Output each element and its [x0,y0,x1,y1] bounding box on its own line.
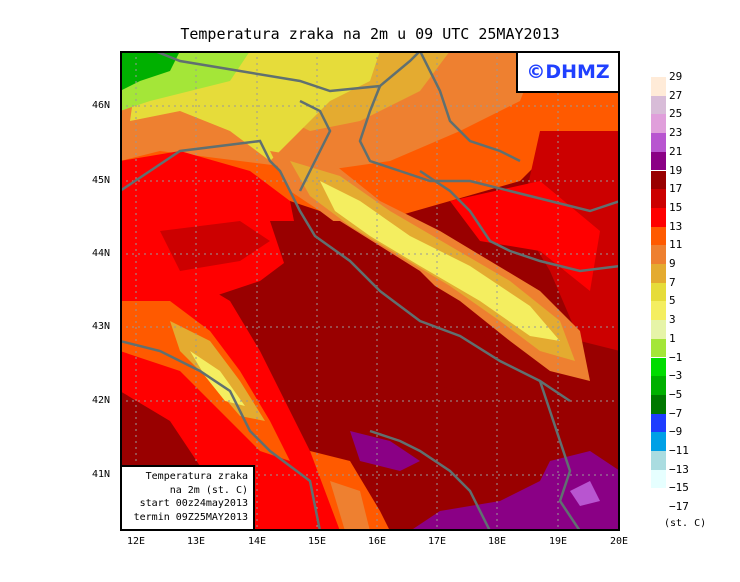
lon-label: 18E [487,536,507,547]
legend-color-box [651,338,666,358]
legend-label: 11 [669,238,683,252]
legend-label: 17 [669,182,683,196]
lat-label: 42N [92,395,111,406]
lon-label: 19E [548,536,568,547]
legend-label: 5 [669,294,676,308]
legend-color-box [651,469,666,489]
lon-label: 13E [186,536,206,547]
lat-label: 43N [92,321,111,332]
info-box: Temperatura zraka na 2m (st. C) start 00… [120,465,255,531]
legend-color-box [651,432,666,451]
legend-label: 3 [669,313,676,327]
legend-label: 15 [669,200,683,214]
legend-label: 27 [669,88,683,102]
legend-color-box [651,170,666,190]
legend-units: (st. C) [664,518,707,529]
legend-label: −15 [669,481,689,495]
legend-color-box [651,226,666,246]
legend-label: 19 [669,163,683,177]
lon-label: 16E [367,536,387,547]
legend-label: −17 [669,500,689,514]
legend-label: −5 [669,387,683,401]
lat-label: 44N [92,248,111,259]
legend-color-box [651,413,666,433]
lon-label: 14E [247,536,267,547]
lat-label: 46N [92,100,111,111]
legend-color-box [651,264,666,283]
legend-label: −13 [669,462,689,476]
temperature-field [122,53,618,529]
legend-label: −9 [669,425,683,439]
coastlines [122,53,618,529]
lon-label: 15E [307,536,327,547]
legend-color-box [651,301,666,321]
legend-label: 25 [669,107,683,121]
legend-label: 7 [669,275,676,289]
legend-label: 9 [669,257,676,270]
temperature-map [120,51,620,531]
info-line-units: na 2m (st. C) [169,484,248,496]
legend-color-box [651,151,666,171]
legend-color-box [651,245,666,264]
legend-label: −3 [669,369,683,383]
lon-label: 12E [126,536,146,547]
lon-label: 17E [427,536,447,547]
dhmz-logo: ©DHMZ [516,51,620,93]
info-line-termin: termin 09Z25MAY2013 [133,511,248,523]
legend-label: 13 [669,219,683,233]
lon-label: 20E [609,536,629,547]
legend-color-box [651,357,666,377]
map-title: Temperatura zraka na 2m u 09 UTC 25MAY20… [180,25,560,43]
legend-color-box [651,451,666,470]
legend-color-box [651,95,666,115]
legend-color-box [651,133,666,152]
legend-label: 23 [669,126,683,140]
legend-label: 21 [669,144,683,158]
legend-color-box [651,114,666,134]
info-line-start: start 00z24may2013 [139,498,248,509]
legend-color-box [651,189,666,208]
legend-label: −7 [669,406,683,420]
legend-label: 29 [669,70,683,83]
lat-label: 45N [92,175,111,186]
legend-color-box [651,77,666,96]
lat-label: 41N [92,469,111,480]
legend-color-box [651,394,666,414]
legend-color-box [651,207,666,227]
legend-label: 1 [669,331,676,345]
legend-color-box [651,376,666,395]
legend-label: −11 [669,444,689,457]
info-line-variable: Temperatura zraka [145,471,248,482]
legend-label: −1 [669,350,683,364]
legend-color-box [651,320,666,339]
legend-color-box [651,282,666,302]
